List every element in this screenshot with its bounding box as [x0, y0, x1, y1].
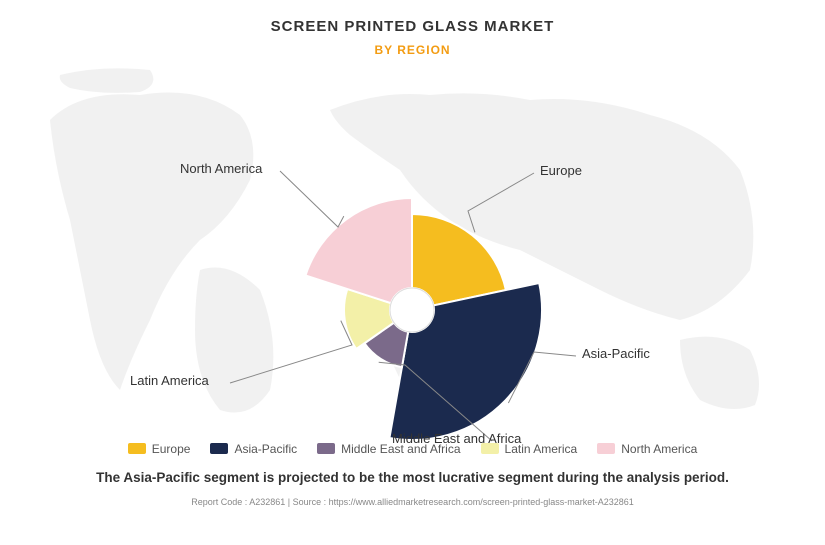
legend-swatch [481, 443, 499, 454]
chart-title: SCREEN PRINTED GLASS MARKET [0, 0, 825, 35]
legend-label: Latin America [505, 442, 578, 456]
leader-line [230, 321, 352, 383]
legend-label: Europe [152, 442, 191, 456]
legend-swatch [597, 443, 615, 454]
chart-area: EuropeAsia-PacificMiddle East and Africa… [0, 75, 825, 395]
legend-swatch [210, 443, 228, 454]
legend-item: Asia-Pacific [210, 442, 297, 456]
legend-item: Europe [128, 442, 191, 456]
source: Source : https://www.alliedmarketresearc… [293, 497, 634, 507]
legend-item: North America [597, 442, 697, 456]
legend-swatch [128, 443, 146, 454]
slice-label: North America [180, 161, 263, 176]
legend-item: Latin America [481, 442, 578, 456]
legend-label: Asia-Pacific [234, 442, 297, 456]
chart-subtitle: BY REGION [0, 43, 825, 57]
slice-label: Asia-Pacific [582, 346, 650, 361]
report-code: Report Code : A232861 [191, 497, 285, 507]
legend-item: Middle East and Africa [317, 442, 460, 456]
footer-sep: | [285, 497, 292, 507]
slice-europe [412, 214, 506, 305]
donut-hole [390, 288, 434, 332]
slice-label: Latin America [130, 373, 210, 388]
slice-north-america [305, 198, 412, 303]
legend-swatch [317, 443, 335, 454]
caption: The Asia-Pacific segment is projected to… [0, 470, 825, 485]
leader-line [280, 171, 344, 227]
footer: Report Code : A232861 | Source : https:/… [0, 497, 825, 507]
leader-line [468, 173, 534, 232]
legend-label: North America [621, 442, 697, 456]
slice-label: Europe [540, 163, 582, 178]
legend-label: Middle East and Africa [341, 442, 460, 456]
legend: Europe Asia-Pacific Middle East and Africa… [0, 442, 825, 458]
